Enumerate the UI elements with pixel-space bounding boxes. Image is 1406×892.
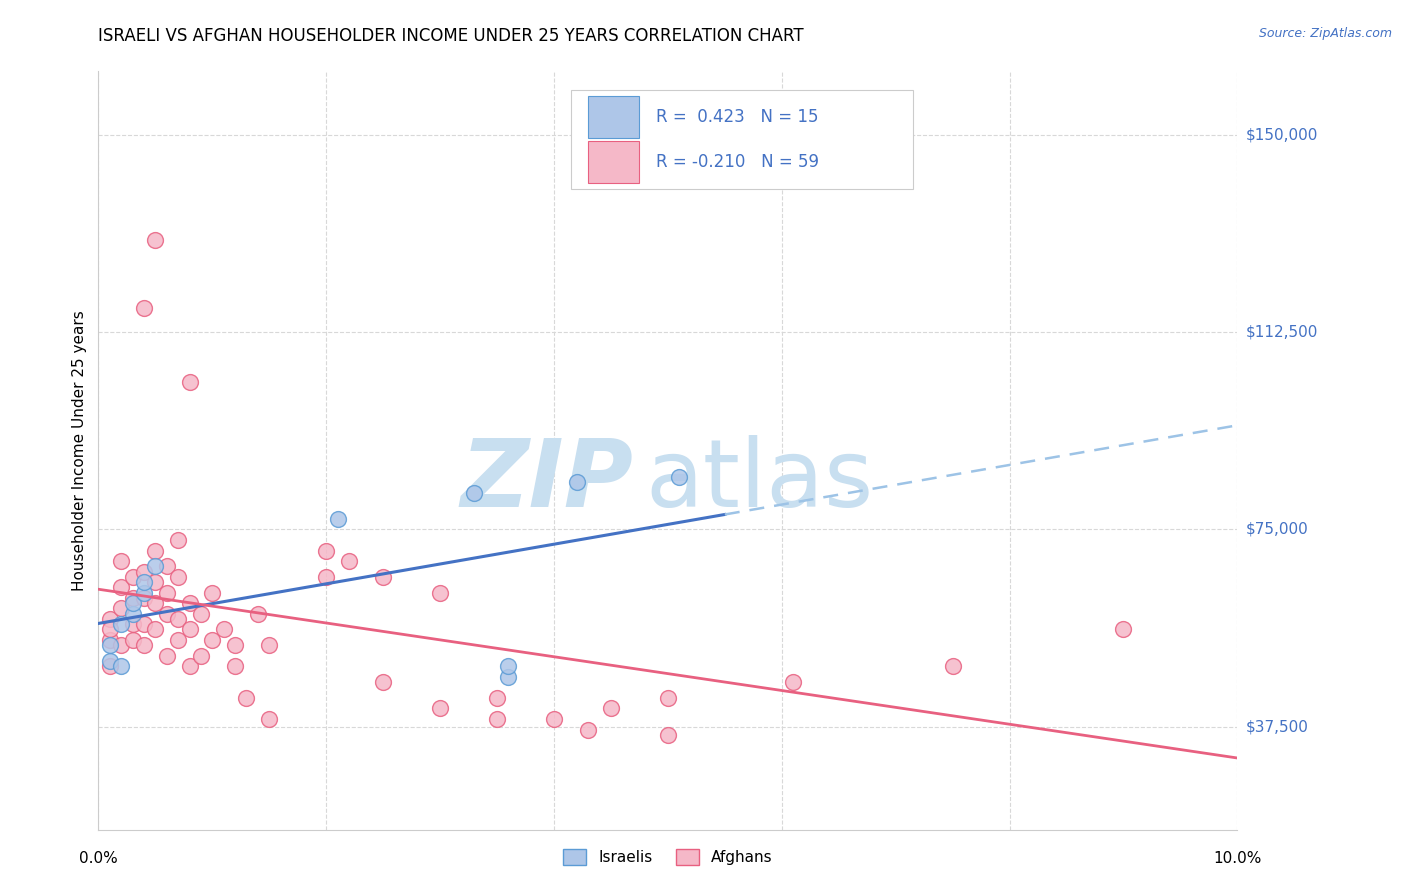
Point (156, 585, 179, 599)
Text: R =  0.423   N = 15: R = 0.423 N = 15 (657, 108, 818, 126)
Text: $37,500: $37,500 (1246, 719, 1309, 734)
Point (132, 617, 155, 632)
Point (145, 559, 167, 574)
Point (132, 638, 155, 652)
Point (212, 623, 235, 637)
Point (429, 701, 451, 715)
Point (98, 654, 121, 668)
Point (224, 659, 246, 673)
Text: R = -0.210   N = 59: R = -0.210 N = 59 (657, 153, 820, 171)
Point (600, 701, 623, 715)
Point (259, 712, 281, 726)
Point (156, 607, 179, 621)
Point (246, 607, 269, 621)
Point (486, 712, 509, 726)
Point (167, 612, 190, 626)
Point (110, 580, 132, 594)
Point (110, 554, 132, 568)
Point (132, 585, 155, 599)
Point (373, 570, 395, 584)
Text: 10.0%: 10.0% (1213, 851, 1261, 865)
Point (337, 554, 360, 568)
Text: 0.0%: 0.0% (79, 851, 118, 865)
Point (373, 675, 395, 690)
Point (145, 233, 167, 247)
Point (167, 633, 190, 648)
Point (167, 570, 190, 584)
Point (224, 638, 246, 652)
Point (98, 633, 121, 648)
FancyBboxPatch shape (588, 96, 640, 137)
Point (498, 659, 520, 673)
Point (429, 585, 451, 599)
Point (315, 570, 337, 584)
Point (121, 596, 143, 610)
Point (145, 543, 167, 558)
Point (565, 475, 588, 489)
Point (132, 575, 155, 590)
Point (201, 633, 224, 648)
Point (110, 659, 132, 673)
Point (156, 648, 179, 663)
Point (145, 623, 167, 637)
Text: $75,000: $75,000 (1246, 522, 1309, 537)
Point (463, 485, 485, 500)
Point (167, 533, 190, 547)
Point (235, 690, 257, 705)
Text: ISRAELI VS AFGHAN HOUSEHOLDER INCOME UNDER 25 YEARS CORRELATION CHART: ISRAELI VS AFGHAN HOUSEHOLDER INCOME UND… (98, 27, 804, 45)
Point (121, 591, 143, 605)
Point (179, 659, 201, 673)
Legend: Israelis, Afghans: Israelis, Afghans (557, 843, 779, 871)
Point (657, 690, 679, 705)
Point (121, 570, 143, 584)
Point (942, 659, 965, 673)
Point (486, 690, 509, 705)
Point (98, 638, 121, 652)
Point (326, 512, 349, 526)
Point (145, 575, 167, 590)
Point (498, 670, 520, 684)
Point (121, 633, 143, 648)
Point (190, 648, 212, 663)
Point (132, 565, 155, 579)
Y-axis label: Householder Income Under 25 years: Householder Income Under 25 years (72, 310, 87, 591)
Point (543, 712, 565, 726)
Text: Source: ZipAtlas.com: Source: ZipAtlas.com (1258, 27, 1392, 40)
Point (98, 623, 121, 637)
Point (156, 559, 179, 574)
Point (98, 659, 121, 673)
Point (657, 728, 679, 742)
Point (576, 723, 599, 737)
Point (132, 301, 155, 316)
Text: atlas: atlas (645, 434, 873, 527)
Point (145, 596, 167, 610)
Point (110, 601, 132, 615)
Point (782, 675, 804, 690)
FancyBboxPatch shape (571, 90, 912, 189)
Point (1112, 623, 1135, 637)
Point (668, 470, 690, 484)
Text: $112,500: $112,500 (1246, 325, 1317, 340)
Point (190, 607, 212, 621)
Point (179, 375, 201, 389)
Point (110, 638, 132, 652)
Text: $150,000: $150,000 (1246, 127, 1317, 142)
FancyBboxPatch shape (588, 142, 640, 183)
Point (110, 617, 132, 632)
Point (179, 596, 201, 610)
Point (259, 638, 281, 652)
Point (132, 591, 155, 605)
Point (179, 623, 201, 637)
Point (201, 585, 224, 599)
Point (315, 543, 337, 558)
Point (121, 607, 143, 621)
Point (98, 612, 121, 626)
Text: ZIP: ZIP (461, 434, 634, 527)
Point (121, 617, 143, 632)
